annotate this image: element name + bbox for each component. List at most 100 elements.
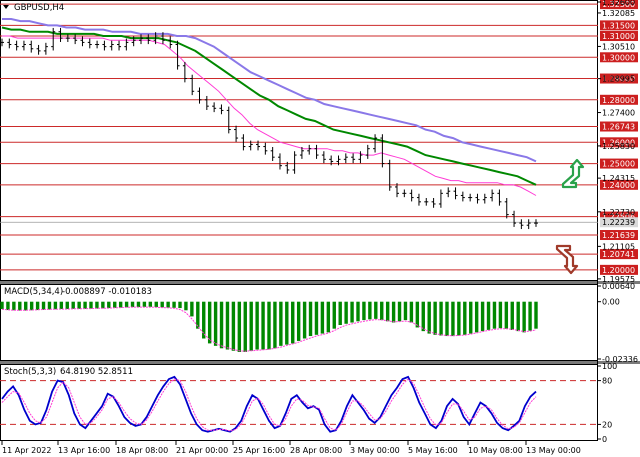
time-tick-label: 21 Apr 00:00 xyxy=(176,446,228,455)
time-tick-label: 3 May 00:00 xyxy=(350,446,400,455)
level-lines xyxy=(0,3,598,271)
macd-bar xyxy=(480,301,485,332)
panel-separator-2 xyxy=(0,361,640,364)
macd-bar xyxy=(202,301,206,339)
stoch-tick-label: 100 xyxy=(602,362,617,371)
price-tick-label: 1.25830 xyxy=(602,142,635,151)
stoch-tick-label: 20 xyxy=(602,420,612,429)
level-label: 1.31000 xyxy=(602,32,635,41)
macd-bar xyxy=(374,301,378,319)
price-series xyxy=(0,18,538,230)
macd-bar xyxy=(95,301,99,309)
price-chart-title: GBPUSD,H4 xyxy=(14,3,64,13)
macd-bar xyxy=(492,301,497,329)
macd-bar xyxy=(47,301,52,310)
time-tick-label: 25 Apr 16:00 xyxy=(233,446,285,455)
macd-bar xyxy=(350,301,354,323)
macd-bar xyxy=(356,301,360,322)
macd-bar xyxy=(332,301,336,329)
level-tag xyxy=(600,179,638,190)
stoch-main-line xyxy=(1,375,537,433)
macd-bar xyxy=(172,301,176,308)
macd-bar xyxy=(451,301,455,337)
price-tick-label: 1.28995 xyxy=(602,75,635,84)
level-label: 1.30000 xyxy=(602,53,635,62)
macd-bar xyxy=(160,301,164,308)
macd-bar xyxy=(427,301,431,334)
macd-bar xyxy=(326,301,331,333)
macd-series xyxy=(0,301,538,352)
level-tag xyxy=(600,31,638,42)
panel-separator-1 xyxy=(0,281,640,284)
macd-bar xyxy=(421,301,425,332)
price-tick-label: 1.30510 xyxy=(602,42,635,51)
macd-bar xyxy=(457,301,461,336)
macd-bar xyxy=(522,301,526,333)
level-label: 1.25000 xyxy=(602,160,635,169)
time-axis: 11 Apr 2022 13 Apr 16:00 18 Apr 08:00 21 Ap… xyxy=(1,441,581,455)
stoch-title: Stoch(5,3,3) xyxy=(4,367,56,377)
macd-bar xyxy=(385,301,390,322)
macd-bar xyxy=(534,301,538,329)
macd-tick-label: 0.00640 xyxy=(602,282,635,291)
macd-signal-line xyxy=(1,306,537,352)
time-tick-label: 13 May 00:00 xyxy=(526,446,581,455)
macd-bar xyxy=(24,301,28,311)
macd-bar xyxy=(219,301,224,349)
dropdown-arrow-icon[interactable] xyxy=(3,5,9,9)
macd-title: MACD(5,34,4) xyxy=(4,287,63,297)
level-tag xyxy=(600,121,638,132)
current-price-tag xyxy=(600,217,638,228)
macd-bar xyxy=(397,301,402,322)
level-label: 1.26000 xyxy=(602,138,635,147)
macd-bar xyxy=(148,301,153,307)
macd-bar xyxy=(190,301,194,317)
macd-bar xyxy=(474,301,479,333)
ma-mid-line xyxy=(1,26,537,186)
macd-bar xyxy=(261,301,265,350)
macd-bar xyxy=(368,301,372,320)
macd-bar xyxy=(314,301,319,335)
price-panel xyxy=(0,0,598,281)
price-tick-label: 1.22730 xyxy=(602,208,635,217)
macd-bar xyxy=(243,301,247,352)
macd-bar xyxy=(231,301,236,351)
level-label: 1.24000 xyxy=(602,181,635,190)
level-label: 1.28000 xyxy=(602,96,635,105)
macd-bar xyxy=(308,301,313,337)
macd-bar xyxy=(35,301,40,311)
price-tick-label: 1.19575 xyxy=(602,275,635,284)
price-tick-label: 1.21105 xyxy=(602,242,635,251)
macd-bar xyxy=(89,301,93,309)
level-tag xyxy=(600,137,638,148)
macd-tick-label: -0.02336 xyxy=(602,355,638,364)
macd-bar xyxy=(6,301,10,311)
macd-tick-label: 0.00 xyxy=(602,298,620,307)
macd-bar xyxy=(101,301,105,309)
level-tag xyxy=(600,230,638,241)
macd-bar xyxy=(178,301,182,309)
macd-bar xyxy=(380,301,384,321)
macd-bar xyxy=(302,301,307,339)
macd-bar xyxy=(124,301,129,308)
macd-bar xyxy=(445,301,449,337)
macd-bar xyxy=(296,301,301,341)
macd-bar xyxy=(12,301,16,311)
level-label: 1.29000 xyxy=(602,75,635,84)
trend-down-arrow-icon xyxy=(555,244,579,275)
macd-bar xyxy=(516,301,520,332)
macd-bar xyxy=(362,301,366,321)
level-tag xyxy=(600,52,638,63)
ma-fast-line xyxy=(2,35,537,196)
macd-bar xyxy=(18,301,22,311)
macd-bar xyxy=(469,301,473,334)
macd-bar xyxy=(136,301,141,308)
macd-bar xyxy=(41,301,46,310)
macd-bar xyxy=(320,301,325,334)
level-label: 1.20000 xyxy=(602,266,635,275)
macd-bar xyxy=(391,301,396,323)
stoch-signal-line xyxy=(1,378,537,432)
level-tag xyxy=(600,94,638,105)
level-tag xyxy=(600,264,638,275)
